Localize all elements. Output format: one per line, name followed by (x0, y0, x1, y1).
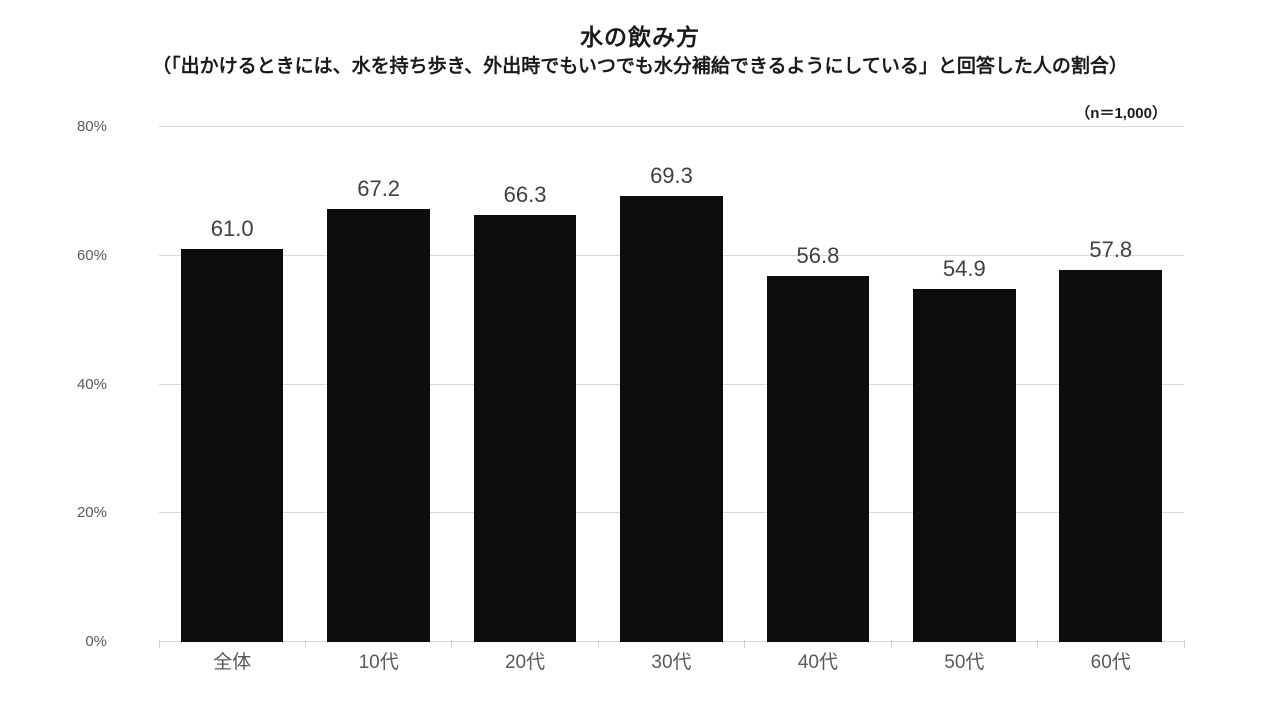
bar-group-30代: 69.3 30代 (598, 127, 744, 673)
sample-size-label: （n＝1,000） (1075, 105, 1167, 122)
x-tick-label: 50代 (944, 652, 985, 673)
x-tick-label: 20代 (504, 652, 546, 673)
bar-group-全体: 61.0 全体 (159, 127, 305, 673)
bar-30代 (620, 195, 723, 642)
value-label: 66.3 (503, 182, 547, 208)
x-axis-ticks (158, 127, 1185, 648)
x-tick-label: 40代 (797, 652, 838, 673)
axis-tick (744, 640, 746, 648)
value-label: 67.2 (357, 176, 401, 202)
y-tick-label-0: 0% (85, 633, 107, 650)
bar-group-50代: 54.9 50代 (891, 127, 1037, 673)
y-axis: 0% 20% 40% 60% 80% (0, 118, 149, 650)
bar-20代 (473, 215, 577, 642)
y-tick-label-80: 80% (76, 118, 107, 135)
chart-subtitle: （「出かけるときには、水を持ち歩き、外出時でもいつでも水分補給できるようにしてい… (152, 56, 1128, 77)
bar-全体 (180, 249, 284, 642)
bar-group-10代: 67.2 10代 (305, 127, 451, 673)
y-tick-label-20: 20% (76, 504, 107, 522)
axis-tick (451, 640, 453, 648)
gridline-80 (159, 126, 1184, 127)
axis-tick (597, 640, 599, 648)
x-tick-label: 10代 (358, 652, 399, 673)
axis-tick (890, 640, 892, 648)
plot-area: 61.0 全体 67.2 10代 66.3 20代 69.3 30代 56.8 40代 54.9 50… (158, 126, 1185, 673)
x-tick-label: 全体 (213, 652, 252, 673)
x-tick-label: 30代 (651, 652, 692, 673)
bars-container: 61.0 全体 67.2 10代 66.3 20代 69.3 30代 56.8 40代 54.9 50… (159, 127, 1184, 673)
axis-tick (1183, 640, 1185, 648)
chart-title: 水の飲み方 (580, 24, 700, 50)
y-tick-label-40: 40% (76, 375, 107, 393)
value-label: 57.8 (1089, 236, 1133, 262)
x-tick-label: 60代 (1090, 652, 1131, 673)
y-tick-label-60: 60% (76, 246, 107, 264)
bar-60代 (1059, 269, 1162, 642)
bar-group-20代: 66.3 20代 (452, 127, 598, 673)
bar-group-40代: 56.8 40代 (745, 127, 891, 673)
bar-10代 (327, 209, 430, 642)
value-label: 56.8 (796, 243, 840, 269)
value-label: 69.3 (650, 162, 693, 188)
value-label: 54.9 (942, 255, 986, 281)
axis-tick (304, 640, 306, 648)
bar-group-60代: 57.8 60代 (1038, 127, 1184, 673)
bar-40代 (766, 276, 870, 642)
value-label: 61.0 (210, 216, 254, 242)
axis-tick (158, 640, 160, 648)
axis-tick (1037, 640, 1039, 648)
bar-50代 (913, 288, 1016, 642)
